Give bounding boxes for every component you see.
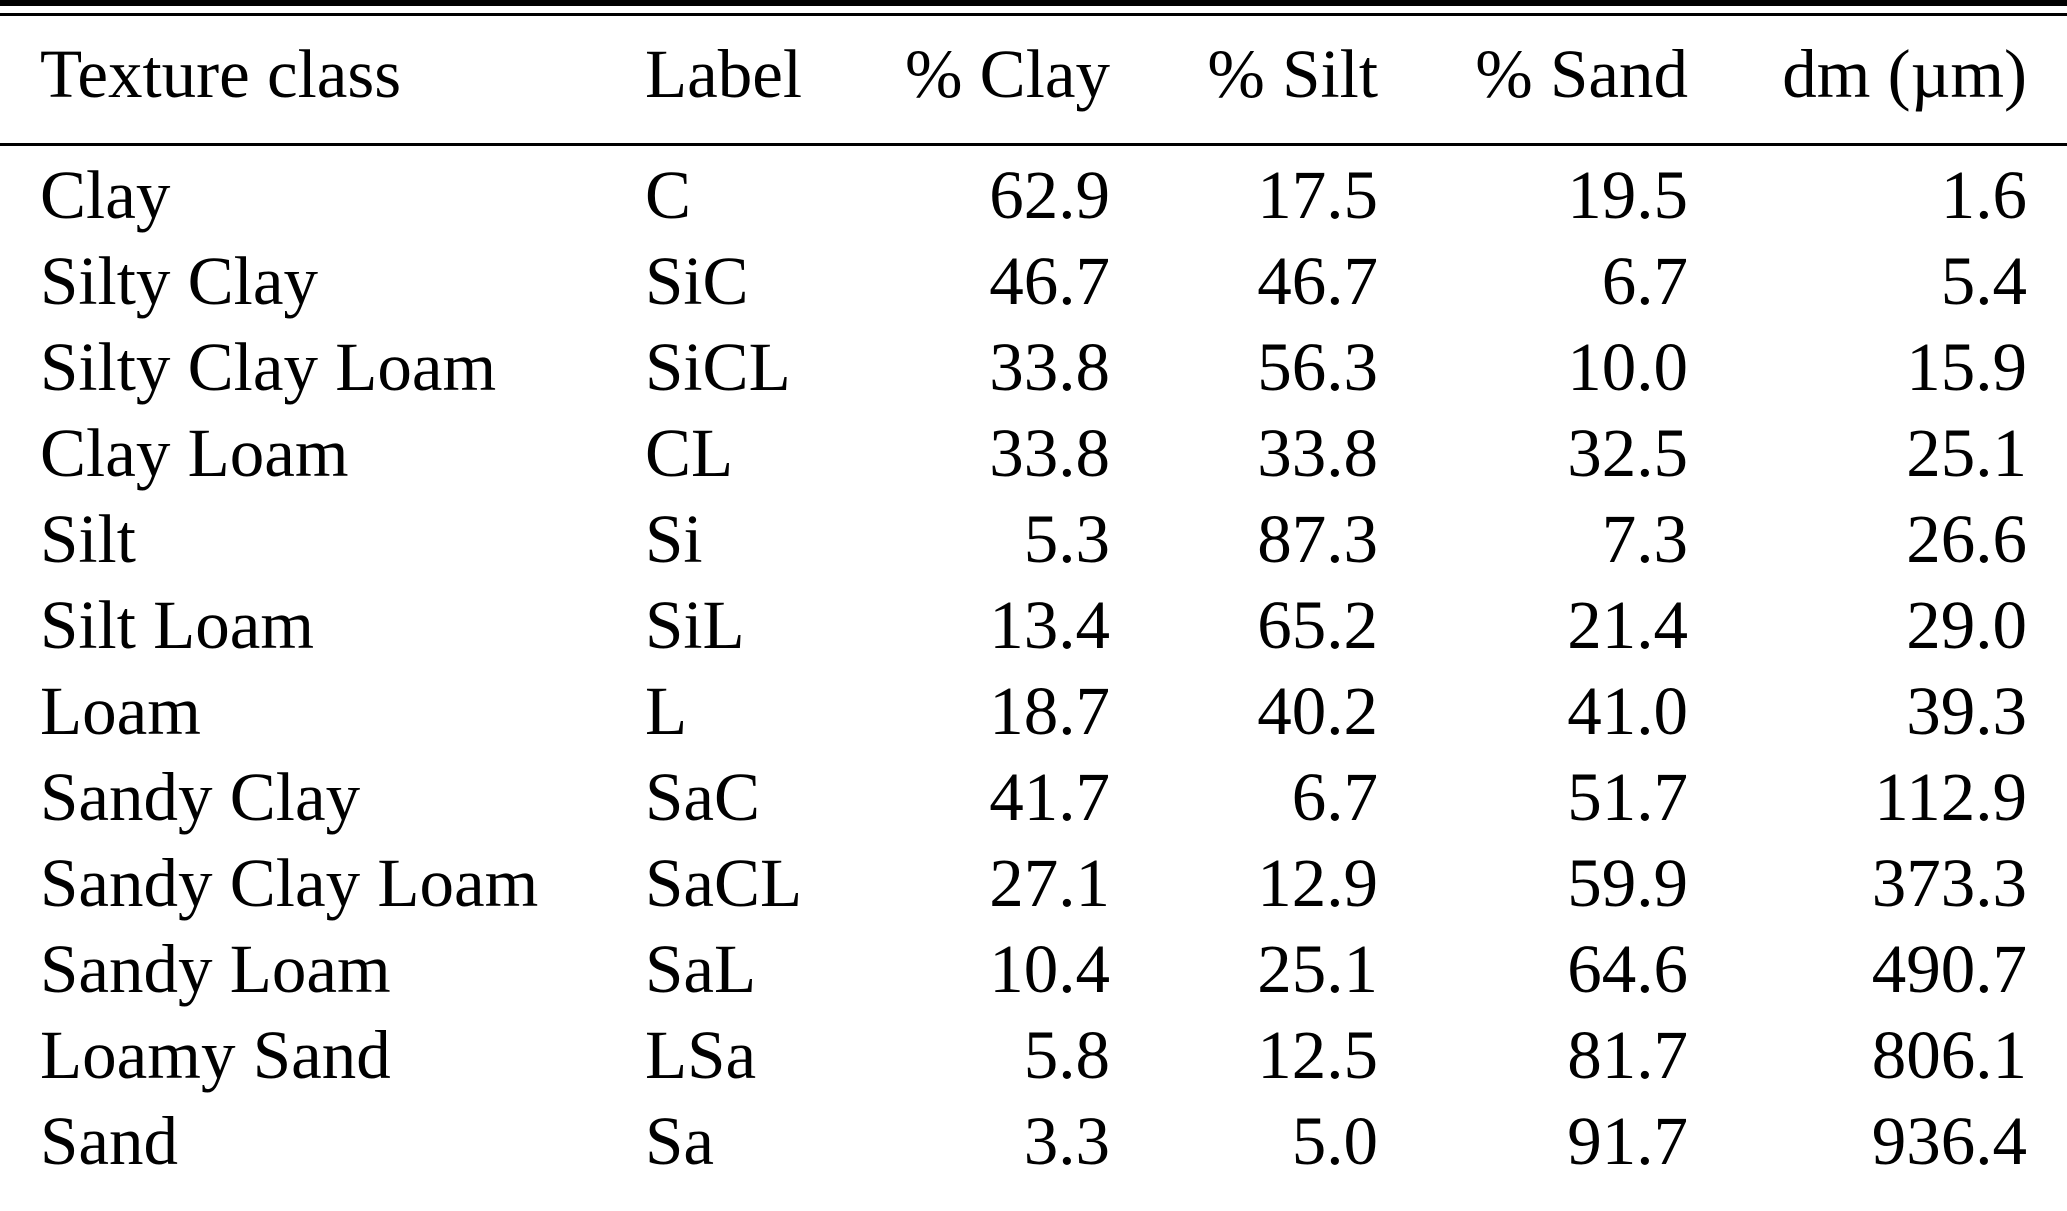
cell-dm-micron: 806.1 [1871, 1016, 2027, 1093]
cell-silt-percent: 33.8 [1257, 414, 1378, 491]
cell-texture-class: Clay [40, 156, 171, 233]
cell-label: SiCL [645, 328, 791, 405]
cell-label: C [645, 156, 692, 233]
cell-clay-percent: 27.1 [989, 844, 1110, 921]
column-header-sand-percent: % Sand [1378, 16, 1688, 146]
cell-silt-percent: 12.5 [1257, 1016, 1378, 1093]
cell-silt-percent: 25.1 [1257, 930, 1378, 1007]
cell-sand-percent: 19.5 [1567, 156, 1688, 233]
cell-label: SaCL [645, 844, 803, 921]
cell-silt-percent: 56.3 [1257, 328, 1378, 405]
table-row: Sandy Clay SaC 41.7 6.7 51.7 112.9 [0, 754, 2067, 840]
table-row: Loamy Sand LSa 5.8 12.5 81.7 806.1 [0, 1012, 2067, 1098]
cell-dm-micron: 112.9 [1874, 758, 2027, 835]
cell-sand-percent: 21.4 [1567, 586, 1688, 663]
cell-sand-percent: 51.7 [1567, 758, 1688, 835]
cell-sand-percent: 10.0 [1567, 328, 1688, 405]
cell-texture-class: Sand [40, 1102, 178, 1179]
cell-silt-percent: 17.5 [1257, 156, 1378, 233]
column-header-silt-percent: % Silt [1110, 16, 1378, 146]
table-row: Silty Clay SiC 46.7 46.7 6.7 5.4 [0, 238, 2067, 324]
cell-silt-percent: 65.2 [1257, 586, 1378, 663]
cell-clay-percent: 46.7 [989, 242, 1110, 319]
cell-label: SaL [645, 930, 757, 1007]
top-rule-thin [0, 13, 2067, 16]
cell-label: SiL [645, 586, 745, 663]
cell-texture-class: Clay Loam [40, 414, 349, 491]
cell-label: SaC [645, 758, 761, 835]
cell-label: Sa [645, 1102, 714, 1179]
cell-silt-percent: 5.0 [1291, 1102, 1378, 1179]
cell-texture-class: Sandy Clay Loam [40, 844, 539, 921]
cell-dm-micron: 936.4 [1871, 1102, 2027, 1179]
cell-dm-micron: 5.4 [1940, 242, 2027, 319]
cell-label: L [645, 672, 688, 749]
table-header: Texture class Label% Clay% Silt% Sand dm (… [0, 16, 2067, 146]
cell-texture-class: Sandy Loam [40, 930, 391, 1007]
cell-clay-percent: 10.4 [989, 930, 1110, 1007]
table-row: Clay C 62.9 17.5 19.5 1.6 [0, 145, 2067, 239]
table-body: Clay C 62.9 17.5 19.5 1.6 Silty Clay SiC 46.7 46.… [0, 145, 2067, 1211]
cell-clay-percent: 5.8 [1023, 1016, 1110, 1093]
cell-texture-class: Loamy Sand [40, 1016, 391, 1093]
cell-texture-class: Silt [40, 500, 136, 577]
table-row: Silt Si 5.3 87.3 7.3 26.6 [0, 496, 2067, 582]
cell-dm-micron: 39.3 [1906, 672, 2027, 749]
cell-sand-percent: 64.6 [1567, 930, 1688, 1007]
cell-silt-percent: 87.3 [1257, 500, 1378, 577]
cell-sand-percent: 91.7 [1567, 1102, 1688, 1179]
cell-dm-micron: 490.7 [1871, 930, 2027, 1007]
cell-dm-micron: 15.9 [1906, 328, 2027, 405]
table-header-row: Texture class Label% Clay% Silt% Sand dm (… [0, 16, 2067, 146]
column-header-dm-micron: dm (µm) [1688, 16, 2067, 146]
cell-sand-percent: 32.5 [1567, 414, 1688, 491]
cell-sand-percent: 81.7 [1567, 1016, 1688, 1093]
cell-texture-class: Loam [40, 672, 201, 749]
table-row: Clay Loam CL 33.8 33.8 32.5 25.1 [0, 410, 2067, 496]
cell-clay-percent: 5.3 [1023, 500, 1110, 577]
table-row: Sandy Clay Loam SaCL 27.1 12.9 59.9 373.3 [0, 840, 2067, 926]
cell-clay-percent: 33.8 [989, 328, 1110, 405]
top-rule-gap [0, 6, 2067, 13]
cell-sand-percent: 41.0 [1567, 672, 1688, 749]
cell-dm-micron: 1.6 [1940, 156, 2027, 233]
cell-dm-micron: 29.0 [1906, 586, 2027, 663]
cell-sand-percent: 59.9 [1567, 844, 1688, 921]
cell-label: Si [645, 500, 703, 577]
column-header-clay-percent: % Clay [860, 16, 1110, 146]
cell-silt-percent: 12.9 [1257, 844, 1378, 921]
table-row: Sandy Loam SaL 10.4 25.1 64.6 490.7 [0, 926, 2067, 1012]
cell-sand-percent: 6.7 [1601, 242, 1688, 319]
cell-texture-class: Silty Clay Loam [40, 328, 497, 405]
cell-texture-class: Sandy Clay [40, 758, 361, 835]
cell-clay-percent: 3.3 [1023, 1102, 1110, 1179]
cell-sand-percent: 7.3 [1601, 500, 1688, 577]
cell-clay-percent: 18.7 [989, 672, 1110, 749]
cell-texture-class: Silty Clay [40, 242, 318, 319]
cell-silt-percent: 40.2 [1257, 672, 1378, 749]
cell-label: CL [645, 414, 734, 491]
cell-silt-percent: 6.7 [1291, 758, 1378, 835]
cell-dm-micron: 373.3 [1871, 844, 2027, 921]
cell-label: LSa [645, 1016, 757, 1093]
cell-clay-percent: 62.9 [989, 156, 1110, 233]
cell-label: SiC [645, 242, 749, 319]
table-row: Loam L 18.7 40.2 41.0 39.3 [0, 668, 2067, 754]
table-row: Silt Loam SiL 13.4 65.2 21.4 29.0 [0, 582, 2067, 668]
top-rule-thick [0, 0, 2067, 6]
cell-dm-micron: 25.1 [1906, 414, 2027, 491]
cell-texture-class: Silt Loam [40, 586, 315, 663]
soil-texture-table: Texture class Label% Clay% Silt% Sand dm (… [0, 16, 2067, 1211]
column-header-label: Label [645, 16, 860, 146]
table-row: Sand Sa 3.3 5.0 91.7 936.4 [0, 1098, 2067, 1211]
cell-clay-percent: 13.4 [989, 586, 1110, 663]
cell-dm-micron: 26.6 [1906, 500, 2027, 577]
cell-clay-percent: 41.7 [989, 758, 1110, 835]
table-row: Silty Clay Loam SiCL 33.8 56.3 10.0 15.9 [0, 324, 2067, 410]
cell-clay-percent: 33.8 [989, 414, 1110, 491]
column-header-texture-class: Texture class [0, 16, 645, 146]
cell-silt-percent: 46.7 [1257, 242, 1378, 319]
